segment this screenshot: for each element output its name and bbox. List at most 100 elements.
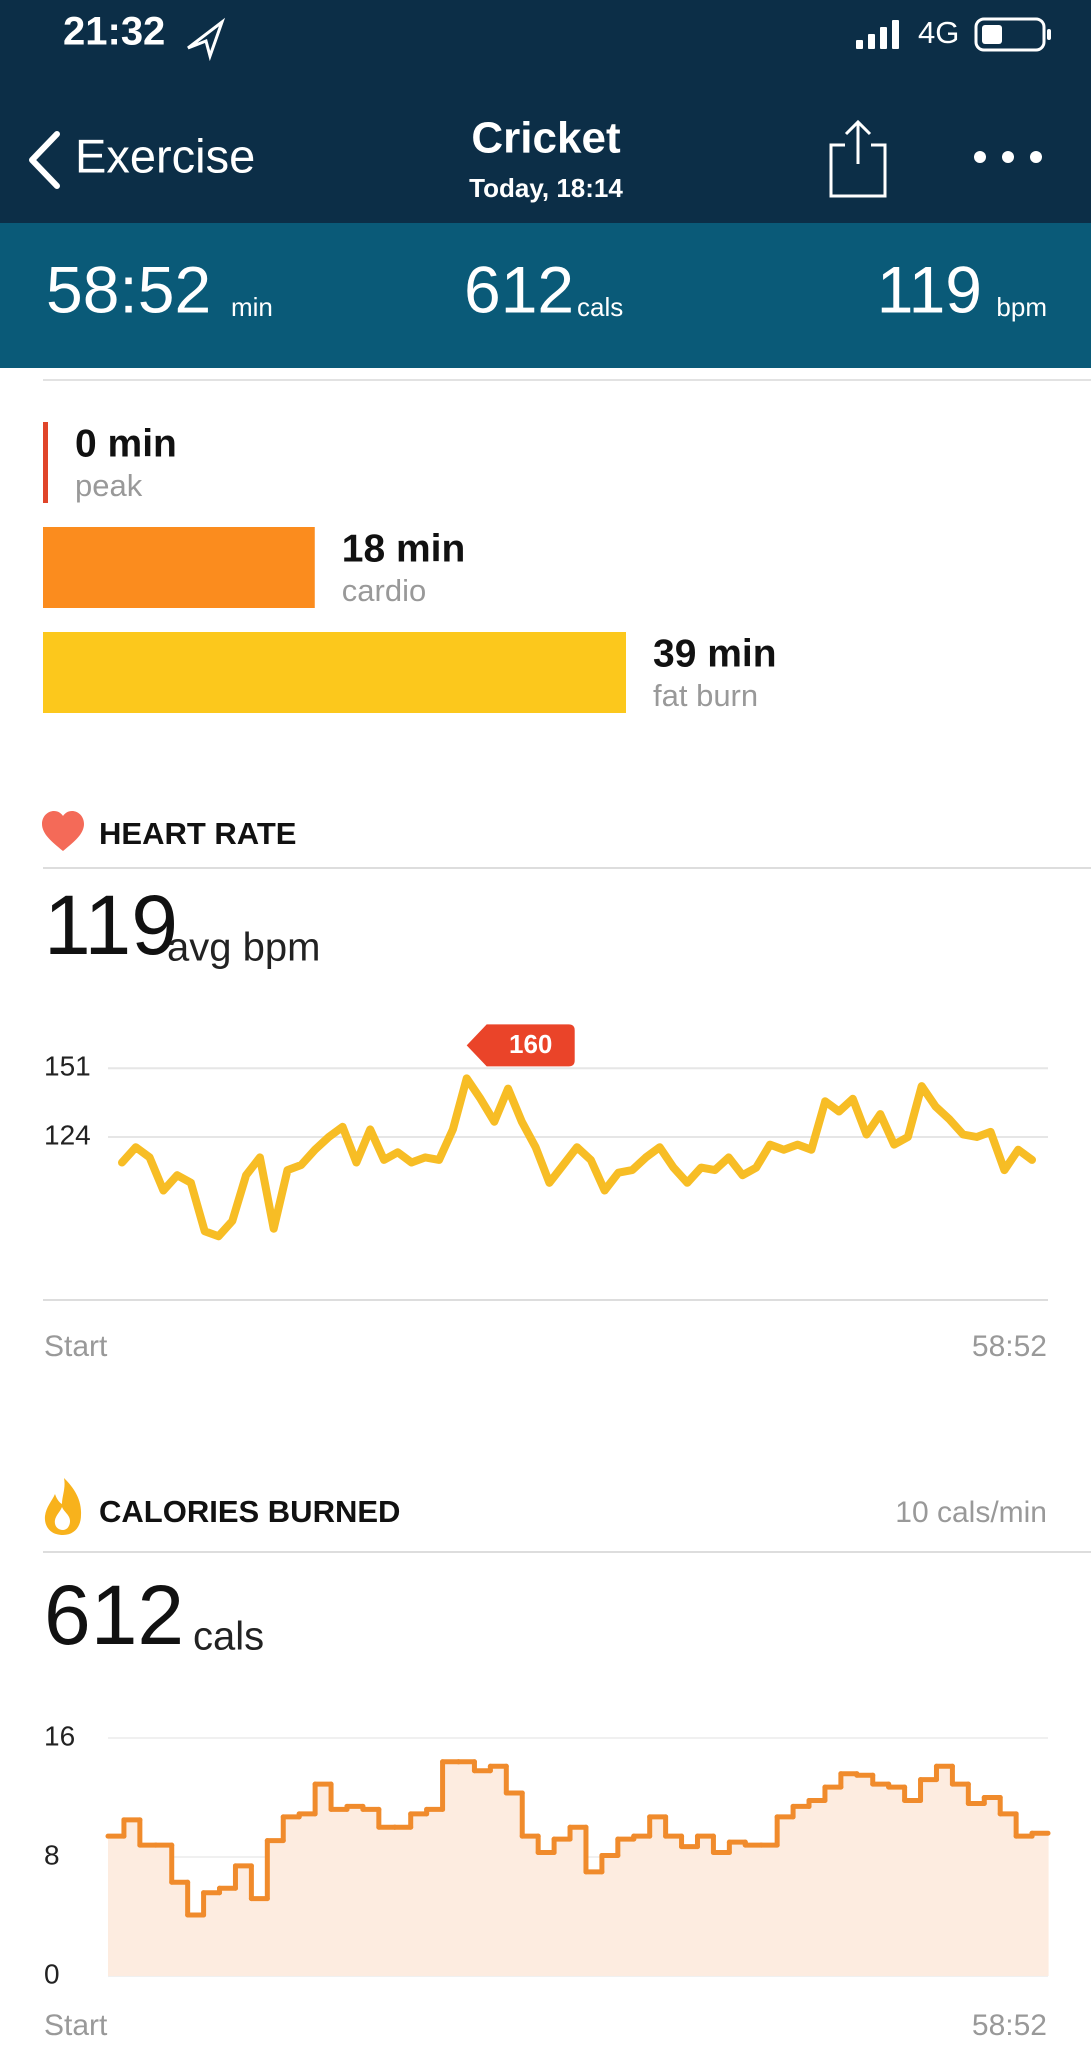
calorie-area xyxy=(872,1784,890,1976)
calorie-area xyxy=(426,1809,444,1976)
calorie-area xyxy=(952,1784,969,1976)
calorie-area xyxy=(538,1852,555,1976)
calorie-area xyxy=(219,1888,237,1976)
calorie-area xyxy=(458,1761,476,1976)
calorie-area xyxy=(299,1813,316,1976)
calorie-area xyxy=(617,1839,635,1976)
heart-rate-line xyxy=(118,1074,1036,1241)
x-end-label: 58:52 xyxy=(972,2009,1047,2042)
calorie-area xyxy=(633,1836,651,1976)
zone-name: fat burn xyxy=(653,678,758,713)
zone-value: 39 min xyxy=(653,632,777,675)
signal-icon xyxy=(856,20,899,49)
calorie-area xyxy=(522,1836,539,1976)
calorie-area xyxy=(203,1892,221,1976)
calorie-area xyxy=(681,1846,699,1976)
calorie-area xyxy=(187,1915,205,1976)
location-icon xyxy=(187,17,226,62)
calorie-area xyxy=(697,1836,715,1976)
calorie-area xyxy=(888,1787,906,1976)
battery-icon xyxy=(974,17,1051,52)
summary-calories: 612 xyxy=(464,252,574,326)
average-value: 119 xyxy=(44,878,178,972)
calorie-area xyxy=(745,1845,762,1976)
calorie-area xyxy=(155,1845,173,1976)
zone-value: 0 min xyxy=(75,422,177,465)
calorie-area xyxy=(840,1773,858,1976)
calorie-rate: 10 cals/min xyxy=(895,1496,1047,1529)
zone-bar xyxy=(43,422,48,503)
nav-subtitle: Today, 18:14 xyxy=(469,173,623,203)
calorie-area xyxy=(474,1770,491,1976)
y-tick-label: 124 xyxy=(44,1119,91,1150)
network-label: 4G xyxy=(918,15,959,50)
calorie-area xyxy=(139,1845,157,1976)
y-tick-label: 0 xyxy=(44,1958,60,1989)
calorie-area xyxy=(1016,1836,1033,1976)
section-title: HEART RATE xyxy=(99,816,296,851)
calorie-area xyxy=(108,1836,125,1976)
calorie-area xyxy=(824,1787,842,1976)
calorie-area xyxy=(601,1855,619,1976)
share-button[interactable] xyxy=(829,119,887,198)
calorie-area xyxy=(570,1827,587,1976)
calorie-area xyxy=(904,1800,922,1976)
calorie-area xyxy=(490,1766,507,1976)
calorie-area xyxy=(968,1803,985,1976)
header-background xyxy=(0,0,1091,223)
summary-heart-rate: 119 xyxy=(877,252,982,326)
calorie-area xyxy=(793,1806,810,1976)
calorie-area xyxy=(984,1797,1001,1976)
zone-name: cardio xyxy=(342,573,426,608)
calorie-area xyxy=(856,1775,874,1976)
calorie-area xyxy=(554,1839,571,1976)
calorie-area xyxy=(331,1809,348,1976)
calorie-area xyxy=(346,1806,364,1976)
calorie-area xyxy=(936,1766,954,1976)
back-button[interactable]: Exercise xyxy=(75,129,255,182)
y-tick-label: 16 xyxy=(44,1720,75,1751)
nav-title: Cricket xyxy=(471,114,621,163)
zone-bar xyxy=(43,527,315,608)
calorie-area xyxy=(267,1840,284,1976)
average-unit: avg bpm xyxy=(167,926,320,970)
summary-duration: 58:52 xyxy=(46,252,211,326)
calorie-area xyxy=(761,1845,778,1976)
x-end-label: 58:52 xyxy=(972,1330,1047,1363)
calorie-area xyxy=(362,1809,380,1976)
calorie-area xyxy=(713,1852,730,1976)
calorie-area xyxy=(585,1871,603,1976)
back-chevron[interactable] xyxy=(29,131,60,189)
more-button[interactable] xyxy=(974,151,1042,163)
flame-icon xyxy=(44,1478,82,1535)
flame-icon-inner xyxy=(54,1507,70,1530)
y-tick-label: 151 xyxy=(44,1051,91,1082)
summary-calories-unit: cals xyxy=(577,292,623,322)
section-title: CALORIES BURNED xyxy=(99,1494,400,1529)
calorie-area xyxy=(1000,1813,1017,1976)
calorie-area xyxy=(920,1779,938,1976)
calorie-area xyxy=(123,1819,141,1976)
calorie-area xyxy=(283,1816,300,1976)
summary-duration-unit: min xyxy=(231,292,273,322)
total-value: 612 xyxy=(44,1568,184,1662)
status-time: 21:32 xyxy=(63,10,165,54)
calorie-area xyxy=(410,1813,428,1976)
total-unit: cals xyxy=(193,1615,264,1659)
summary-background xyxy=(0,223,1091,368)
calorie-area xyxy=(251,1898,268,1976)
calorie-area xyxy=(665,1836,683,1976)
peak-flag xyxy=(466,1024,575,1067)
calorie-area xyxy=(649,1816,667,1976)
calorie-area xyxy=(315,1784,332,1976)
calorie-area xyxy=(777,1816,794,1976)
zone-bar xyxy=(43,632,626,713)
calorie-area xyxy=(1032,1833,1049,1976)
calorie-area xyxy=(394,1827,412,1976)
calorie-area xyxy=(506,1793,523,1976)
summary-heart-rate-unit: bpm xyxy=(996,292,1047,322)
y-tick-label: 8 xyxy=(44,1839,60,1870)
calorie-area xyxy=(442,1761,460,1976)
calorie-area xyxy=(809,1800,826,1976)
